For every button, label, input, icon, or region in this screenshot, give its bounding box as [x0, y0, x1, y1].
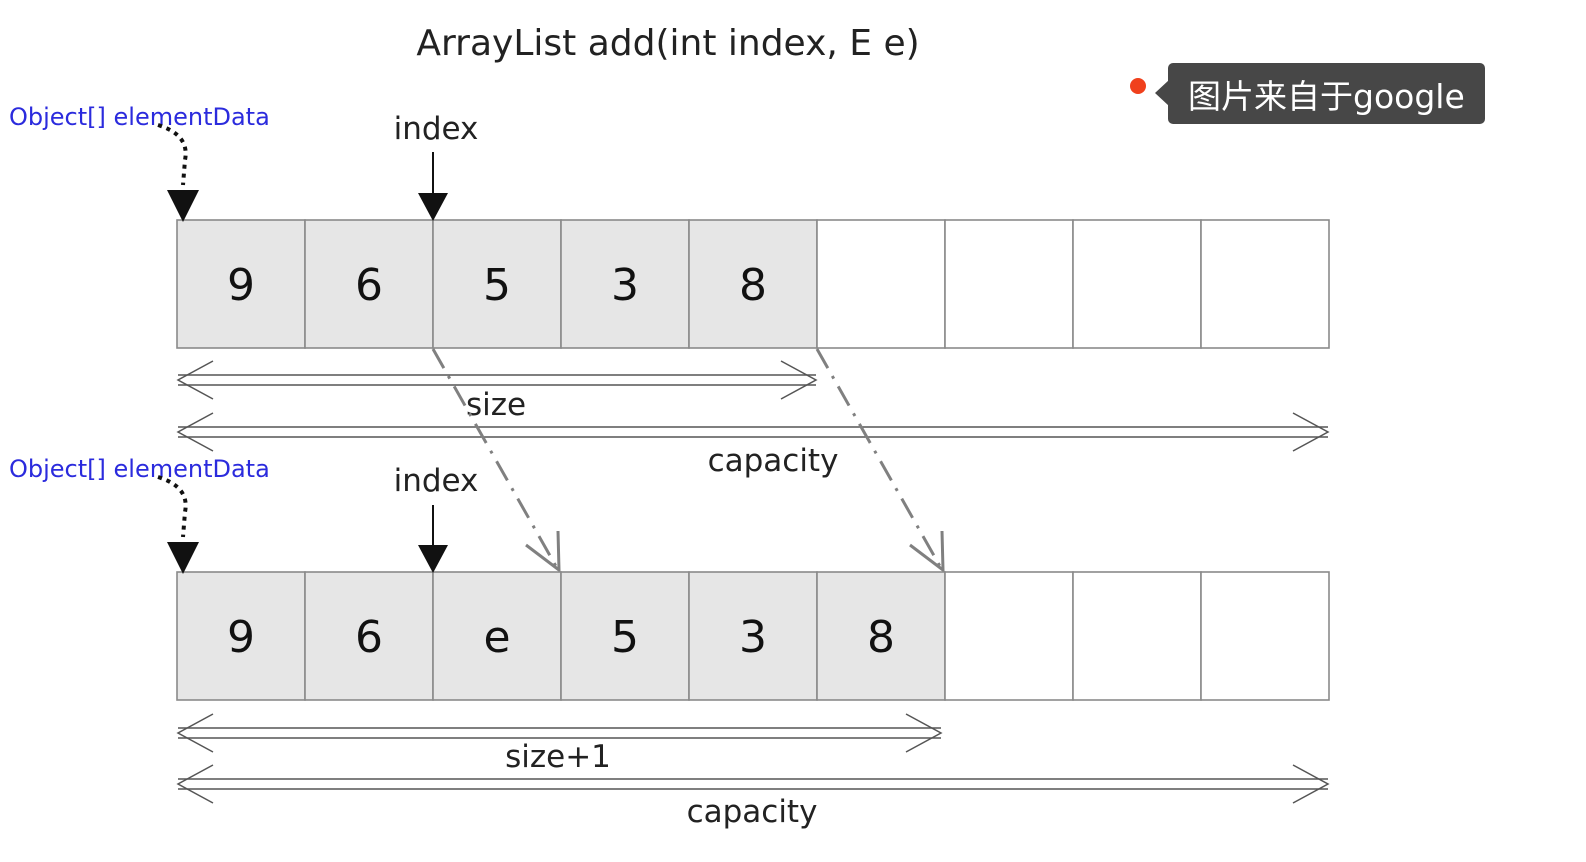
shift-arrow-end-head	[909, 530, 945, 574]
before-cell-value-0: 9	[227, 260, 255, 311]
after-cell-value-5: 8	[867, 612, 895, 663]
after-size-arrow	[176, 713, 943, 753]
before-cell-1	[304, 219, 434, 349]
source-badge: 图片来自于google	[1168, 63, 1485, 124]
before-cell-8	[1200, 219, 1330, 349]
after-cell-5	[816, 571, 946, 701]
before-pointer-label: Object[] elementData	[9, 103, 270, 131]
after-pointer-label: Object[] elementData	[9, 455, 270, 483]
shift-arrow-start	[431, 348, 559, 569]
after-cell-value-0: 9	[227, 612, 255, 663]
badge-pointer	[1155, 80, 1169, 106]
after-cell-0	[176, 571, 306, 701]
before-capacity-arrow	[176, 412, 1330, 452]
before-pointer-curve	[157, 123, 188, 186]
before-size-arrow	[176, 360, 818, 400]
before-cell-5	[816, 219, 946, 349]
after-cell-1	[304, 571, 434, 701]
before-size-label: size	[466, 387, 526, 423]
badge-dot	[1130, 78, 1146, 94]
after-cell-3	[560, 571, 690, 701]
before-cell-7	[1072, 219, 1202, 349]
shift-arrows	[431, 348, 945, 574]
before-pointer-arrowhead	[167, 190, 199, 222]
before-cell-value-4: 8	[739, 260, 767, 311]
before-cell-value-2: 5	[483, 260, 511, 311]
after-cell-4	[688, 571, 818, 701]
after-array: 9 6 e 5 3 8	[176, 571, 1330, 701]
before-cell-4	[688, 219, 818, 349]
after-cell-value-2: e	[483, 612, 510, 663]
diagram-title: ArrayList add(int index, E e)	[416, 23, 919, 64]
after-cell-value-1: 6	[355, 612, 383, 663]
before-cell-6	[944, 219, 1074, 349]
after-cell-6	[944, 571, 1074, 701]
after-pointer-arrowhead	[167, 542, 199, 574]
after-index-label: index	[394, 463, 479, 499]
before-cell-0	[176, 219, 306, 349]
after-cell-value-4: 3	[739, 612, 767, 663]
after-index-arrowhead	[418, 545, 448, 573]
after-pointer-curve	[157, 475, 188, 538]
before-cell-value-3: 3	[611, 260, 639, 311]
shift-arrow-start-head	[525, 530, 561, 574]
before-cell-2	[432, 219, 562, 349]
after-size-label: size+1	[505, 739, 611, 775]
before-capacity-label: capacity	[708, 443, 839, 479]
before-array: 9 6 5 3 8	[176, 219, 1330, 349]
after-cell-7	[1072, 571, 1202, 701]
after-capacity-label: capacity	[687, 794, 818, 830]
after-capacity-arrow	[176, 764, 1330, 804]
after-cell-8	[1200, 571, 1330, 701]
before-index-arrowhead	[418, 193, 448, 221]
after-cell-value-3: 5	[611, 612, 639, 663]
before-index-label: index	[394, 111, 479, 147]
before-cell-value-1: 6	[355, 260, 383, 311]
before-cell-3	[560, 219, 690, 349]
